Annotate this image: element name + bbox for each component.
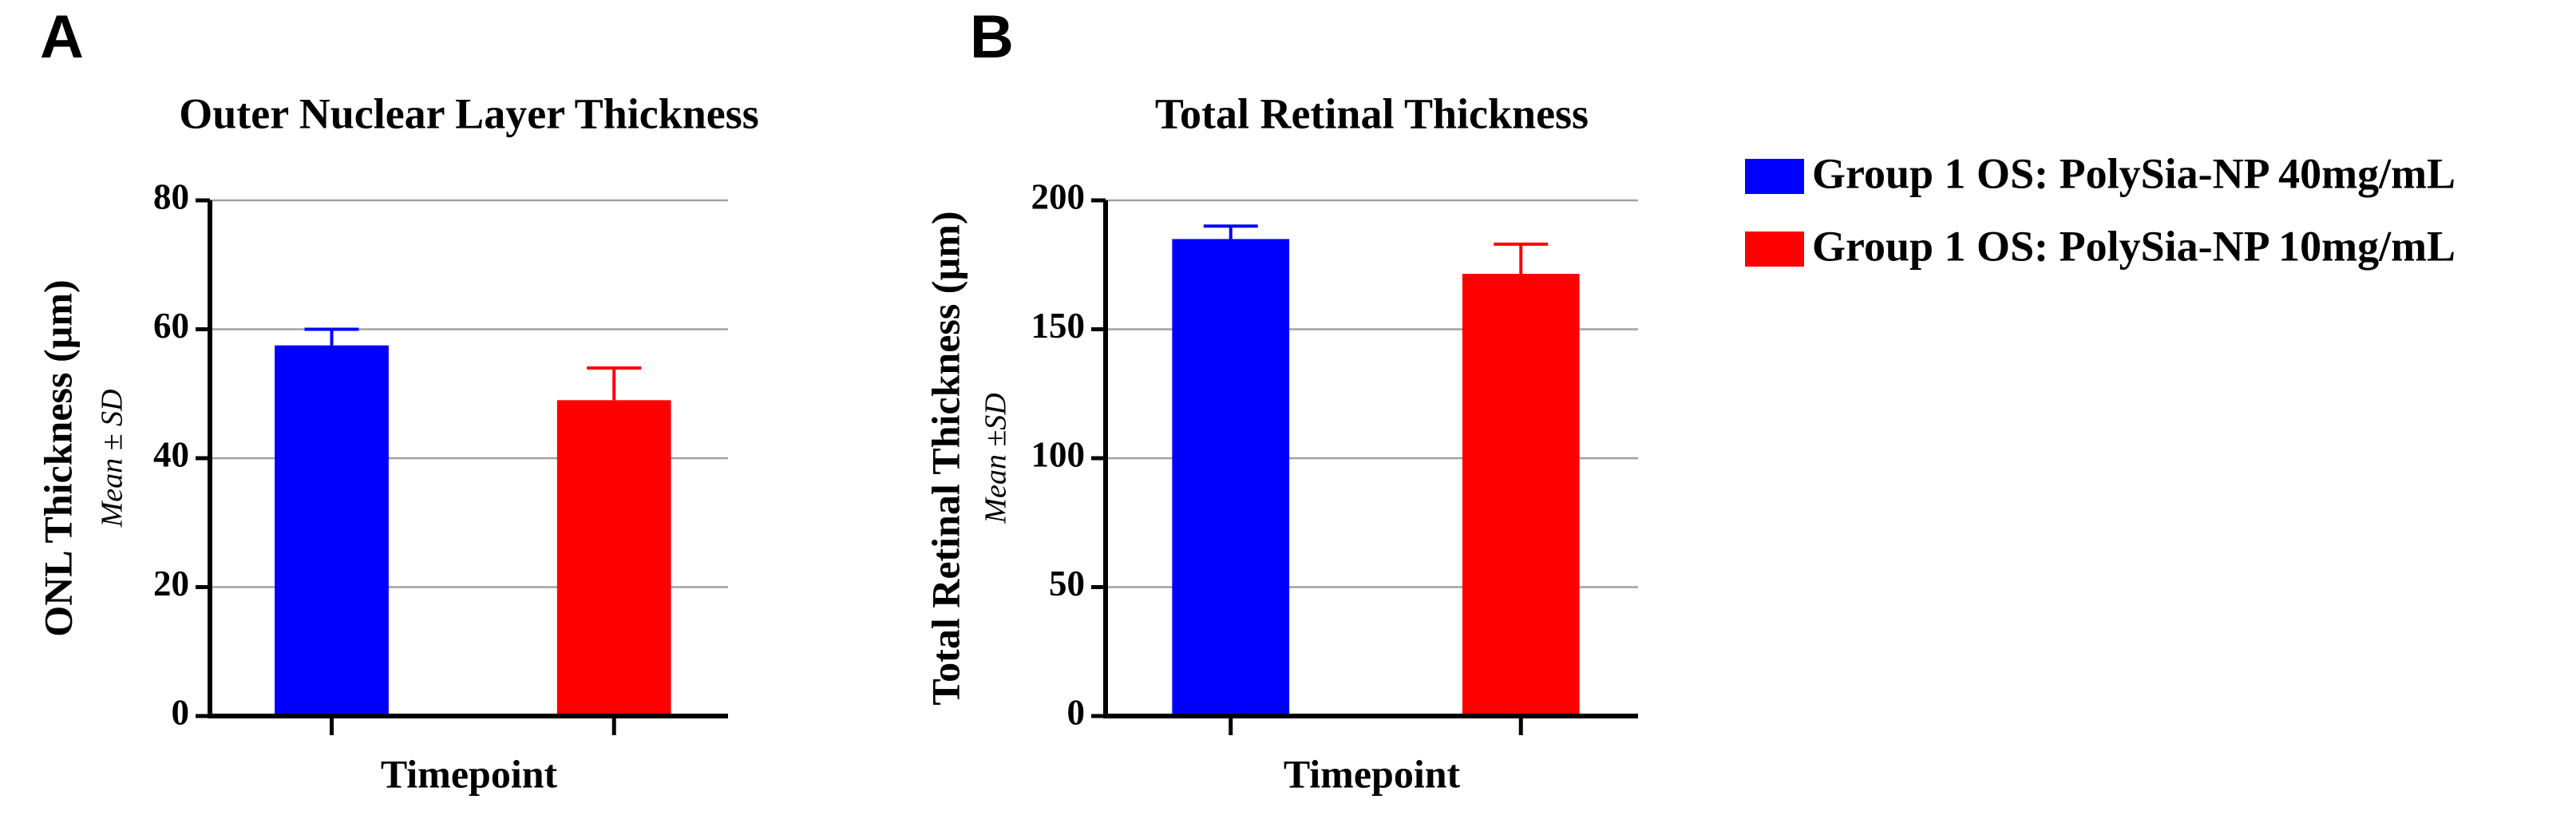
y-tick-label: 0 [172,692,190,732]
y-axis-label: Total Retinal Thickness (µm) [923,211,967,705]
y-axis-label: ONL Thickness (µm) [35,279,80,636]
bar [1172,239,1290,716]
y-tick-label: 0 [1067,692,1086,732]
y-tick-label: 40 [153,434,189,474]
y-tick-label: 80 [153,176,189,216]
y-tick-label: 100 [1031,434,1086,474]
bar [1462,274,1580,716]
bar [556,400,671,716]
panel-label: A [40,3,84,71]
y-tick-label: 50 [1049,564,1085,603]
x-axis-label: Timepoint [381,751,558,796]
y-tick-label: 200 [1031,176,1086,216]
y-tick-label: 150 [1031,306,1086,346]
legend-label: Group 1 OS: PolySia-NP 10mg/mL [1812,222,2455,270]
x-axis-label: Timepoint [1284,751,1461,796]
panel-label: B [970,3,1014,71]
legend-swatch [1745,159,1804,194]
legend-swatch [1745,231,1804,267]
y-axis-note: Mean ±SD [979,393,1013,524]
y-axis-note: Mean ± SD [96,390,129,528]
y-tick-label: 20 [153,564,189,603]
chart-title: Total Retinal Thickness [1155,89,1589,137]
y-tick-label: 60 [153,306,189,346]
chart-title: Outer Nuclear Layer Thickness [179,89,759,137]
bar [275,345,389,716]
legend-label: Group 1 OS: PolySia-NP 40mg/mL [1812,149,2455,197]
